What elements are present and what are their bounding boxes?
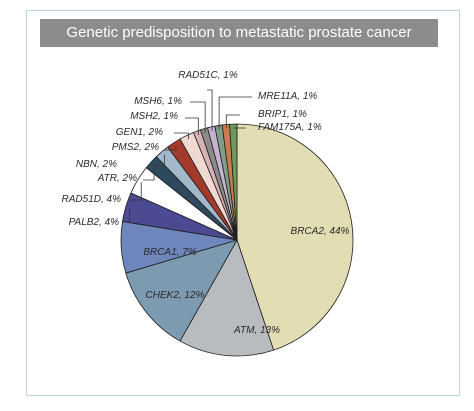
leader-line [130, 181, 142, 201]
slice-label: ATR, 2% [97, 173, 137, 184]
leader-line [153, 154, 165, 167]
leader-line [218, 96, 252, 130]
pie-slice [125, 239, 238, 342]
slice-label: MSH2, 1% [130, 111, 178, 122]
leader-line [123, 208, 131, 223]
leader-line [143, 164, 155, 181]
slice-label: PALB2, 4% [69, 217, 120, 228]
slice-label: FAM175A, 1% [258, 122, 322, 133]
leader-line [174, 132, 189, 140]
slice-label: ATM, 13% [233, 325, 280, 336]
slice-label: MSH6, 1% [134, 96, 182, 107]
slice-label: RAD51D, 4% [62, 194, 122, 205]
slice-label: BRIP1, 1% [258, 109, 307, 120]
chart-title: Genetic predisposition to metastatic pro… [40, 19, 438, 47]
slice-label: CHEK2, 12% [146, 290, 205, 301]
slice-label: BRCA2, 44% [291, 226, 350, 237]
leader-line [225, 114, 240, 129]
slice-label: MRE11A, 1% [258, 91, 317, 102]
slice-label: PMS2, 2% [112, 142, 159, 153]
pie-slice [229, 123, 238, 241]
pie-slice [179, 239, 275, 357]
leader-line [185, 117, 199, 135]
leader-line [164, 146, 177, 151]
pie-slice [236, 123, 354, 351]
slice-label: BRCA1, 7% [143, 247, 196, 258]
slice-label: NBN, 2% [76, 159, 117, 170]
leader-line [207, 89, 213, 131]
slice-label: GEN1, 2% [116, 127, 163, 138]
figure-frame [26, 10, 460, 396]
leader-line [190, 101, 206, 133]
slice-label: RAD51C, 1% [178, 70, 238, 81]
